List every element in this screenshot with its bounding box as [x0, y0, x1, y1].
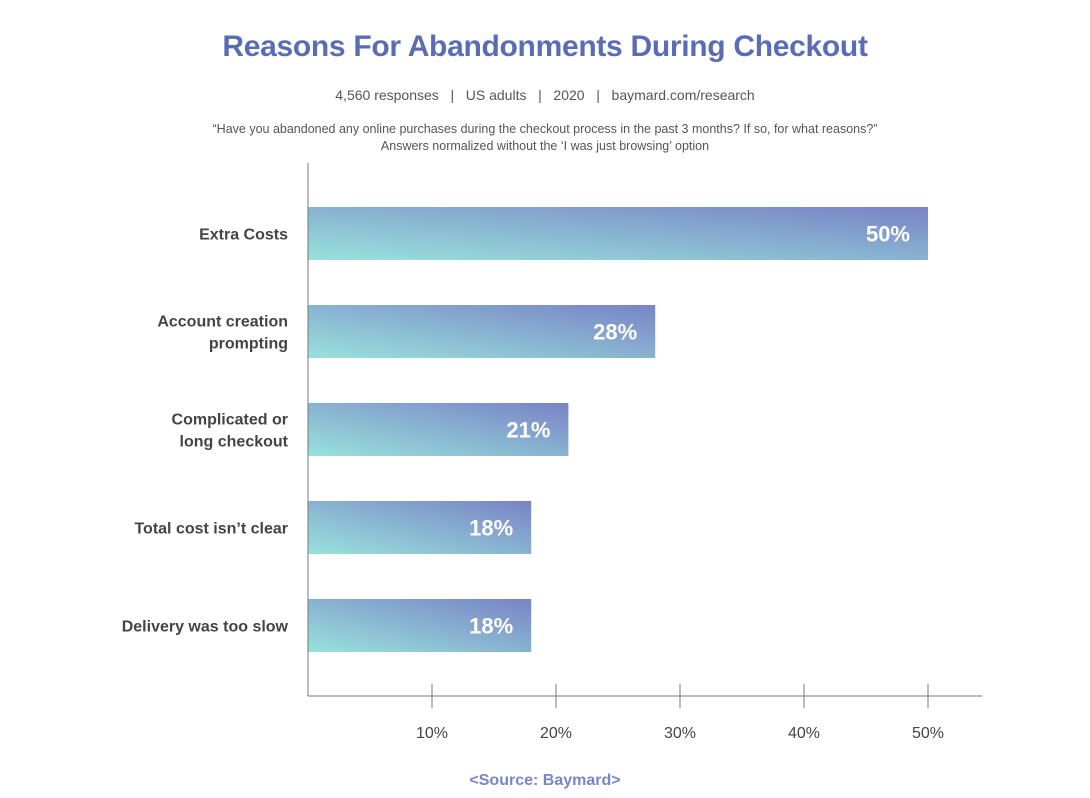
survey-note: Answers normalized without the ‘I was ju…	[380, 139, 710, 153]
bars-group: 50% Extra Costs 28% Account creation prompti…	[122, 207, 928, 652]
bar-0	[308, 207, 928, 260]
source-link[interactable]: <Source: Baymard>	[469, 772, 621, 789]
x-tick-label-3: 40%	[788, 725, 820, 742]
category-label-2-line-0: Complicated or	[172, 412, 288, 429]
bar-chart: 50% Extra Costs 28% Account creation prompti…	[122, 163, 982, 742]
bar-3	[308, 501, 532, 554]
category-label-1-line-0: Account creation	[157, 314, 288, 331]
category-label-2-line-1: long checkout	[180, 434, 289, 451]
category-label-4: Delivery was too slow	[122, 619, 289, 636]
bar-2	[308, 403, 569, 456]
x-tick-label-4: 50%	[912, 725, 944, 742]
axes-group: 10% 20% 30% 40% 50%	[307, 163, 982, 742]
survey-question: “Have you abandoned any online purchases…	[0, 121, 1090, 155]
category-label-1-line-1: prompting	[209, 336, 288, 353]
x-tick-label-1: 20%	[540, 725, 572, 742]
bar-4	[308, 599, 532, 652]
chart-meta: 4,560 responses | US adults | 2020 | bay…	[335, 87, 755, 103]
value-label-4: 18%	[469, 614, 513, 639]
value-label-2: 21%	[506, 418, 550, 443]
value-label-1: 28%	[593, 320, 637, 345]
x-tick-label-0: 10%	[416, 725, 448, 742]
value-label-3: 18%	[469, 516, 513, 541]
category-label-0: Extra Costs	[199, 227, 288, 244]
survey-question-text: “Have you abandoned any online purchases…	[212, 122, 878, 136]
value-label-0: 50%	[866, 222, 910, 247]
chart-title: Reasons For Abandonments During Checkout	[222, 30, 868, 63]
x-tick-label-2: 30%	[664, 725, 696, 742]
category-label-3: Total cost isn’t clear	[134, 521, 288, 538]
bar-1	[308, 305, 656, 358]
